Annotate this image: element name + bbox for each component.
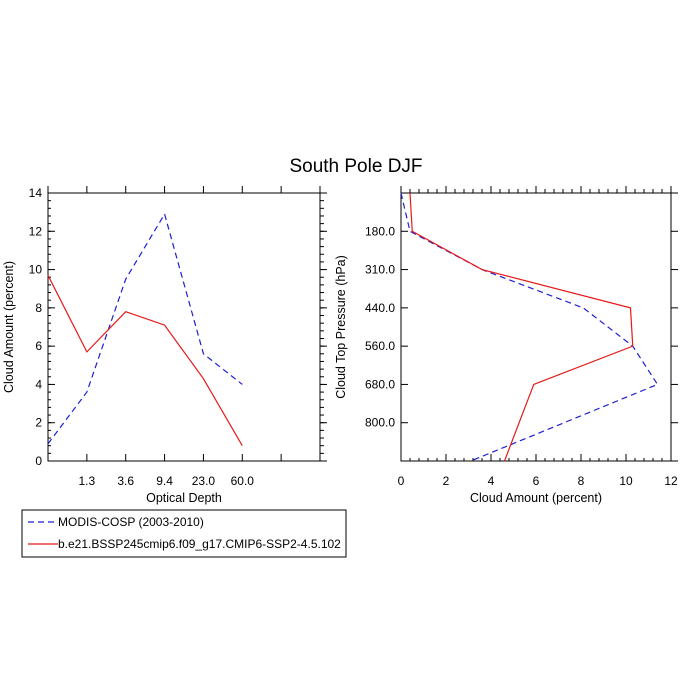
legend-label-model: b.e21.BSSP245cmip6.f09_g17.CMIP6-SSP2-4.… (58, 537, 341, 551)
left-y-tick-label: 12 (29, 224, 43, 238)
right-plot-frame (400, 192, 672, 462)
left-series-model (47, 275, 243, 446)
right-y-tick-label: 310.0 (365, 263, 395, 277)
right-x-tick-label: 0 (398, 474, 405, 488)
left-y-tick-label: 4 (35, 377, 42, 391)
left-x-tick-label: 3.6 (117, 474, 134, 488)
right-lines (400, 192, 659, 462)
left-panel: 0 2 4 6 8 10 12 14 1.3 3.6 9.4 23.0 60.0 Optical Dep… (2, 186, 327, 505)
left-x-tick-label: 9.4 (156, 474, 173, 488)
left-series-modis (47, 212, 243, 445)
left-x-tick-label: 60.0 (231, 474, 255, 488)
chart-title: South Pole DJF (289, 156, 422, 177)
right-panel: 0 2 4 6 8 10 12180.0310.0440.0560.0680.0800.0 … (334, 186, 678, 505)
right-y-tick-label: 680.0 (365, 377, 395, 391)
left-plot-frame (47, 192, 321, 462)
left-y-tick-label: 2 (35, 416, 42, 430)
right-series-model (409, 192, 634, 462)
right-x-tick-label: 2 (443, 474, 450, 488)
left-y-axis-label: Cloud Amount (percent) (2, 261, 16, 393)
right-y-tick-label: 180.0 (365, 224, 395, 238)
right-ticks: 0 2 4 6 8 10 12 180.0 310.0 440.0 560.0 680.0 800.0 (365, 186, 678, 488)
right-x-tick-label: 6 (533, 474, 540, 488)
left-y-tick-label: 6 (35, 339, 42, 353)
right-x-axis-label: Cloud Amount (percent) (470, 491, 602, 505)
left-x-tick-label: 1.3 (79, 474, 96, 488)
left-x-tick-label: 23.0 (192, 474, 216, 488)
left-x-axis-label: Optical Depth (146, 491, 222, 505)
legend-box (21, 509, 347, 558)
left-y-tick-label: 8 (35, 301, 42, 315)
left-lines (47, 212, 243, 446)
legend: MODIS-COSP (2003-2010) b.e21.BSSP245cmip… (21, 509, 347, 558)
right-x-tick-label: 12 (664, 474, 678, 488)
right-y-tick-label: 560.0 (365, 339, 395, 353)
legend-label-modis: MODIS-COSP (2003-2010) (58, 515, 204, 529)
right-x-tick-label: 4 (488, 474, 495, 488)
left-y-tick-label: 10 (29, 263, 43, 277)
right-y-tick-label: 800.0 (365, 416, 395, 430)
left-y-tick-label: 0 (35, 454, 42, 468)
left-y-tick-label: 14 (29, 186, 43, 200)
right-y-tick-label: 440.0 (365, 301, 395, 315)
right-series-modis (400, 192, 659, 462)
right-x-tick-label: 8 (578, 474, 585, 488)
left-ticks: 0 2 4 6 8 10 12 14 1.3 3.6 9.4 23.0 60.0 (29, 186, 327, 488)
right-x-tick-label: 10 (619, 474, 633, 488)
right-y-axis-label: Cloud Top Pressure (hPa) (334, 255, 348, 399)
